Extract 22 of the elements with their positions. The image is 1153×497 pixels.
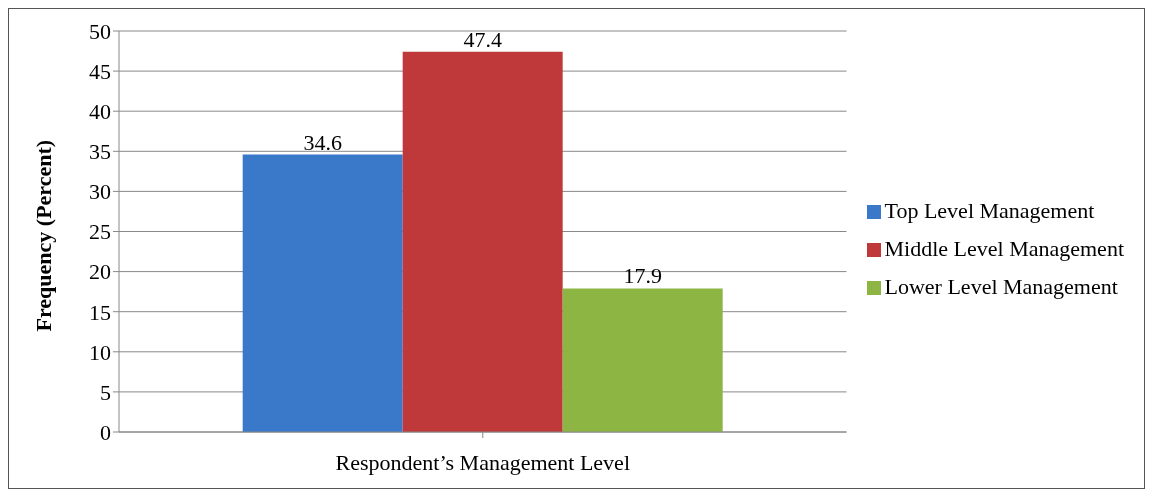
y-tick-label: 50 bbox=[89, 18, 111, 44]
legend-label: Lower Level Management bbox=[884, 273, 1118, 299]
y-tick-label: 20 bbox=[89, 259, 111, 285]
data-label: 17.9 bbox=[623, 263, 662, 289]
bar bbox=[562, 288, 723, 432]
legend-label: Top Level Management bbox=[884, 197, 1095, 223]
legend-label: Middle Level Management bbox=[884, 235, 1124, 261]
y-tick-label: 25 bbox=[89, 219, 111, 245]
x-tick-label: Respondent’s Management Level bbox=[335, 449, 630, 475]
y-tick-label: 5 bbox=[100, 379, 111, 405]
data-label: 47.4 bbox=[463, 26, 502, 52]
y-tick-label: 15 bbox=[89, 299, 111, 325]
y-axis-title: Frequency (Percent) bbox=[30, 139, 56, 332]
y-tick-label: 30 bbox=[89, 179, 111, 205]
y-tick-label: 10 bbox=[89, 339, 111, 365]
y-tick-label: 35 bbox=[89, 139, 111, 165]
bar bbox=[402, 51, 563, 432]
y-tick-label: 0 bbox=[100, 419, 111, 445]
data-label: 34.6 bbox=[303, 129, 342, 155]
y-tick-label: 45 bbox=[89, 58, 111, 84]
bar bbox=[242, 154, 403, 432]
y-tick-label: 40 bbox=[89, 99, 111, 125]
